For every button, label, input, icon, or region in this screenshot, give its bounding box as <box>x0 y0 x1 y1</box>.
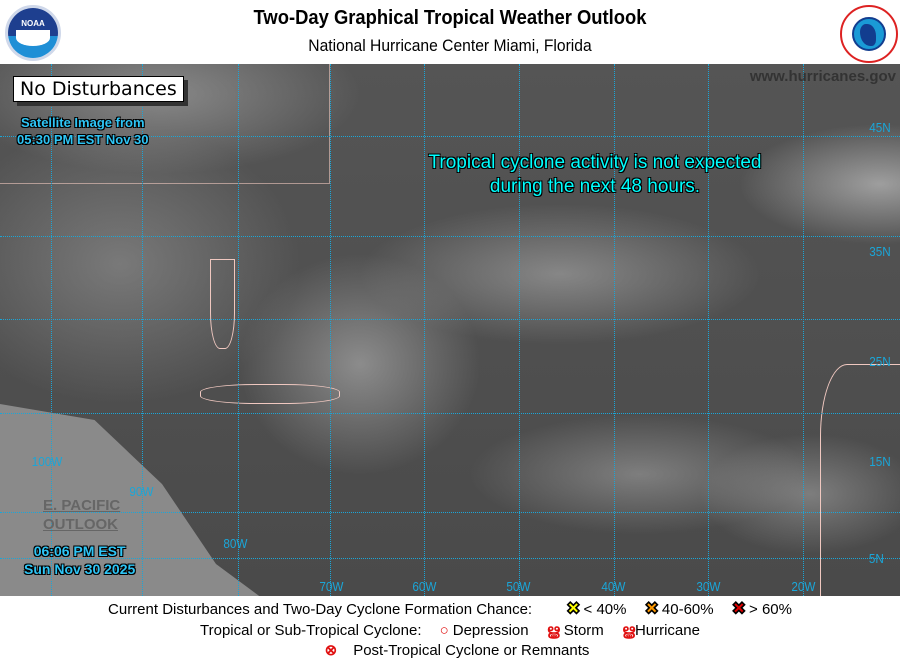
latitude-line <box>0 558 900 559</box>
longitude-line <box>708 64 709 596</box>
latitude-line <box>0 236 900 237</box>
high-chance-x-icon: ✖ <box>731 599 747 619</box>
longitude-label: 50W <box>506 579 531 594</box>
depression-label: Depression <box>452 621 529 639</box>
low-chance-label: < 40% <box>583 600 627 618</box>
hurricane-icon: ൠ <box>621 621 635 639</box>
longitude-label: 80W <box>223 536 248 551</box>
header: NOAA Two-Day Graphical Tropical Weather … <box>0 0 900 64</box>
latitude-line <box>0 319 900 320</box>
nws-logo <box>840 5 898 63</box>
longitude-line <box>238 64 239 596</box>
latitude-label: 35N <box>869 244 891 259</box>
outlook-message: Tropical cyclone activity is not expecte… <box>428 152 762 197</box>
longitude-label: 60W <box>412 579 437 594</box>
storm-icon: ൠ <box>546 621 560 639</box>
latitude-line <box>0 413 900 414</box>
page-subtitle: National Hurricane Center Miami, Florida <box>308 36 592 55</box>
post-tropical-icon: ⊗ <box>324 642 338 660</box>
longitude-label: 20W <box>791 579 816 594</box>
low-chance-x-icon: ✖ <box>566 599 581 619</box>
latitude-label: 45N <box>869 120 891 135</box>
africa-outline <box>820 364 900 596</box>
satellite-time: Satellite Image from 05:30 PM EST Nov 30 <box>17 115 149 147</box>
satellite-map: 45N 35N 25N 15N 5N 100W 90W 80W 70W 60W 50W 40W 30W 2… <box>0 64 900 596</box>
website-label[interactable]: www.hurricanes.gov <box>749 68 896 85</box>
legend-cyclone-row: Tropical or Sub-Tropical Cyclone: ○ Depre… <box>0 621 900 639</box>
longitude-label: 70W <box>319 579 344 594</box>
legend-post-tropical-row: ⊗ Post-Tropical Cyclone or Remnants <box>0 641 900 660</box>
medium-chance-label: 40-60% <box>661 600 714 618</box>
longitude-line <box>519 64 520 596</box>
noaa-logo: NOAA <box>5 5 61 61</box>
latitude-label: 25N <box>869 354 891 369</box>
latitude-label: 5N <box>868 551 884 566</box>
legend-formation-row: Current Disturbances and Two-Day Cyclone… <box>0 599 900 619</box>
longitude-label: 90W <box>129 484 154 499</box>
latitude-line <box>0 136 900 137</box>
epac-outlook-link[interactable]: E. PACIFIC OUTLOOK <box>43 497 121 533</box>
longitude-line <box>803 64 804 596</box>
longitude-line <box>614 64 615 596</box>
depression-icon: ○ <box>439 621 449 639</box>
us-states-outline <box>0 64 330 184</box>
cyclone-label: Tropical or Sub-Tropical Cyclone: <box>200 621 422 639</box>
longitude-line <box>330 64 331 596</box>
longitude-label: 100W <box>31 454 63 469</box>
longitude-label: 40W <box>601 579 626 594</box>
storm-label: Storm <box>563 621 604 639</box>
cuba-outline <box>200 384 340 404</box>
longitude-line <box>142 64 143 596</box>
longitude-line <box>51 64 52 596</box>
issue-time: 06:06 PM EST Sun Nov 30 2025 <box>24 543 136 577</box>
florida-outline <box>210 259 235 349</box>
hurricane-label: Hurricane <box>634 621 700 639</box>
longitude-line <box>424 64 425 596</box>
formation-label: Current Disturbances and Two-Day Cyclone… <box>108 600 533 618</box>
longitude-label: 30W <box>696 579 721 594</box>
latitude-line <box>0 512 900 513</box>
latitude-label: 15N <box>869 454 891 469</box>
medium-chance-x-icon: ✖ <box>644 599 659 619</box>
page-title: Two-Day Graphical Tropical Weather Outlo… <box>253 7 647 29</box>
post-tropical-label: Post-Tropical Cyclone or Remnants <box>353 641 590 659</box>
high-chance-label: > 60% <box>749 600 792 618</box>
status-box: No Disturbances <box>13 76 184 102</box>
